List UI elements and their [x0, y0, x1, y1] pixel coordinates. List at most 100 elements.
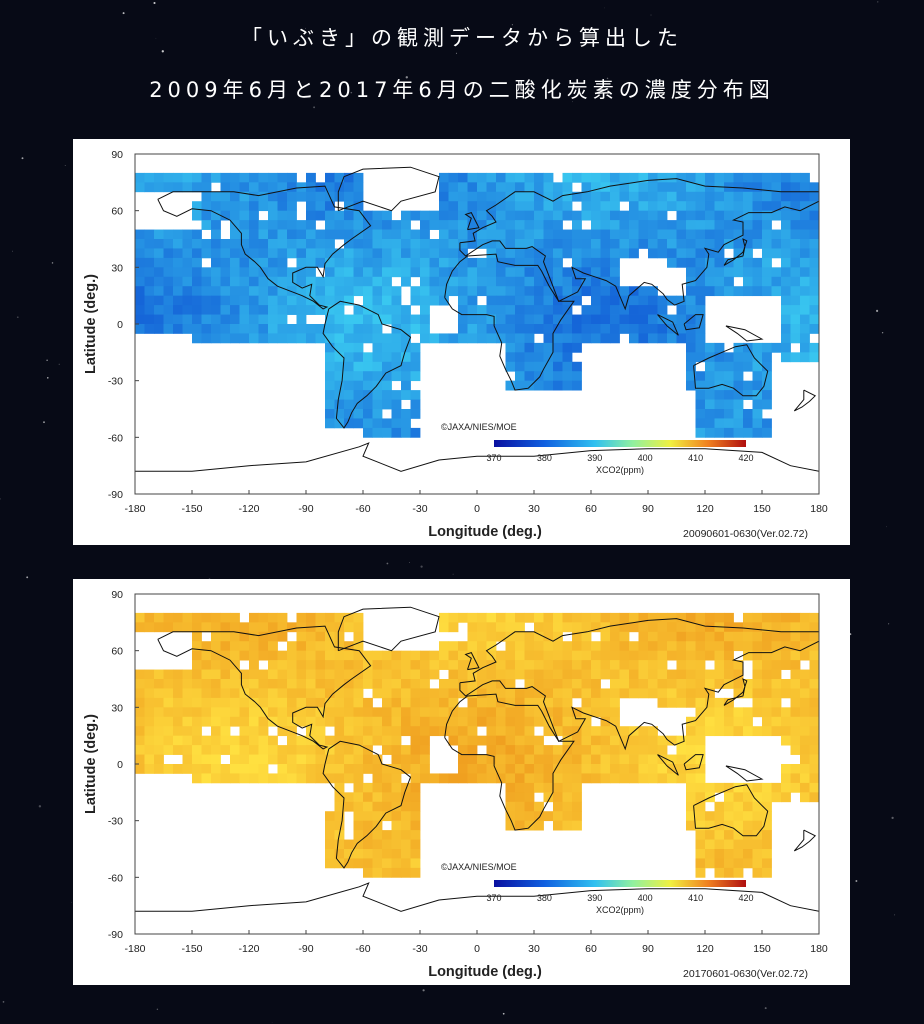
heatmap-cell — [382, 342, 392, 353]
heatmap-cell — [439, 679, 449, 689]
heatmap-cell — [762, 726, 772, 737]
heatmap-cell — [344, 257, 354, 268]
heatmap-cell — [515, 257, 525, 268]
heatmap-cell — [163, 229, 174, 240]
heatmap-cell — [201, 172, 212, 183]
heatmap-cell — [192, 239, 202, 249]
heatmap-cell — [686, 612, 696, 623]
heatmap-cell — [306, 172, 316, 183]
heatmap-cell — [657, 622, 668, 633]
heatmap-cell — [581, 745, 592, 755]
heatmap-cell — [211, 735, 221, 746]
heatmap-cell — [676, 248, 687, 259]
heatmap-cell — [334, 314, 345, 325]
heatmap-cell — [363, 409, 373, 419]
heatmap-cell — [800, 239, 810, 249]
heatmap-cell — [448, 650, 459, 661]
star — [43, 421, 45, 424]
heatmap-cell — [505, 257, 516, 268]
heatmap-cell — [695, 409, 706, 419]
heatmap-cell — [334, 305, 345, 315]
heatmap-cell — [182, 324, 193, 334]
heatmap-cell — [230, 716, 240, 727]
heatmap-cell — [458, 220, 468, 230]
heatmap-cell — [372, 276, 383, 287]
heatmap-cell — [505, 352, 516, 363]
heatmap-cell — [448, 726, 459, 737]
heatmap-cell — [771, 726, 782, 737]
heatmap-cell — [724, 830, 734, 840]
heatmap-cell — [306, 229, 316, 240]
heatmap-cell — [144, 257, 155, 268]
heatmap-cell — [591, 295, 601, 306]
colorbar-tick-label: 400 — [638, 893, 653, 903]
heatmap-cell — [448, 267, 459, 278]
heatmap-cell — [686, 239, 696, 249]
heatmap-cell — [553, 660, 563, 670]
heatmap-cell — [353, 399, 364, 410]
heatmap-cell — [182, 688, 193, 699]
heatmap-cell — [686, 820, 696, 831]
x-tick-label: 60 — [585, 503, 597, 515]
heatmap-cell — [809, 191, 819, 202]
heatmap-cell — [334, 182, 345, 193]
heatmap-cell — [144, 612, 155, 623]
heatmap-cell — [258, 622, 269, 633]
heatmap-cell — [439, 650, 449, 661]
heatmap-cell — [619, 295, 630, 306]
heatmap-cell — [524, 782, 535, 793]
y-tick-label: 90 — [111, 589, 123, 601]
heatmap-cell — [249, 229, 259, 240]
heatmap-cell — [477, 679, 487, 689]
heatmap-cell — [467, 239, 478, 249]
heatmap-cell — [258, 688, 269, 699]
heatmap-cell — [391, 716, 402, 727]
heatmap-cell — [220, 333, 231, 344]
heatmap-cell — [733, 182, 744, 193]
heatmap-cell — [752, 229, 763, 240]
heatmap-cell — [192, 726, 202, 737]
heatmap-cell — [629, 745, 639, 755]
heatmap-cell — [239, 333, 250, 344]
heatmap-cell — [401, 257, 411, 268]
heatmap-cell — [287, 622, 297, 633]
heatmap-cell — [230, 248, 240, 259]
heatmap-cell — [258, 641, 269, 652]
heatmap-cell — [610, 276, 620, 287]
heatmap-cell — [182, 612, 193, 623]
heatmap-cell — [344, 295, 354, 306]
heatmap-cell — [201, 333, 212, 344]
heatmap-cell — [230, 314, 240, 325]
heatmap-cell — [344, 773, 354, 784]
heatmap-cell — [648, 220, 658, 230]
heatmap-cell — [790, 716, 801, 727]
heatmap-cell — [534, 773, 544, 784]
heatmap-cell — [562, 641, 573, 652]
star — [886, 526, 887, 528]
heatmap-cell — [619, 669, 630, 680]
heatmap-cell — [477, 220, 487, 230]
heatmap-cell — [515, 820, 525, 831]
heatmap-cell — [724, 172, 734, 183]
heatmap-cell — [306, 295, 316, 306]
heatmap-cell — [287, 267, 297, 278]
heatmap-cell — [477, 182, 487, 193]
heatmap-cell — [676, 764, 687, 774]
heatmap-cell — [382, 650, 392, 661]
heatmap-cell — [353, 380, 364, 391]
heatmap-cell — [790, 276, 801, 287]
heatmap-cell — [249, 726, 259, 737]
heatmap-cell — [135, 286, 145, 297]
heatmap-cell — [743, 239, 753, 249]
heatmap-cell — [657, 745, 668, 755]
heatmap-cell — [752, 399, 763, 410]
heatmap-cell — [572, 239, 582, 249]
heatmap-cell — [648, 333, 658, 344]
heatmap-cell — [648, 191, 658, 202]
colorbar-tick-label: 410 — [688, 893, 703, 903]
heatmap-cell — [743, 172, 753, 183]
heatmap-cell — [534, 172, 544, 183]
heatmap-cell — [220, 286, 231, 297]
heatmap-cell — [144, 267, 155, 278]
heatmap-cell — [458, 773, 468, 784]
